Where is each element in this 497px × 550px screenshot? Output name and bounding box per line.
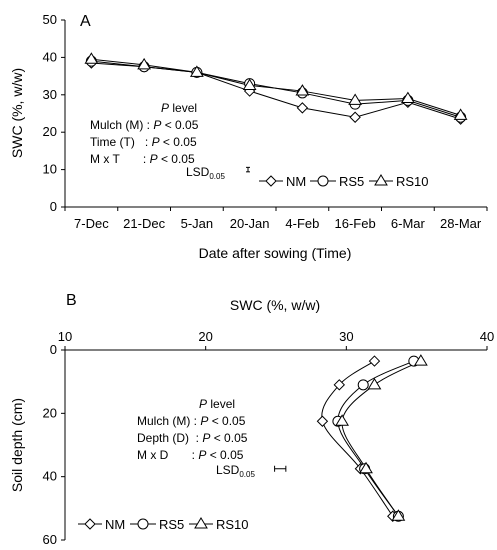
- panel-b-y-tick-label: 0: [50, 342, 57, 357]
- panel-b-stat-row-depth: Depth (D) : P < 0.05: [137, 431, 248, 445]
- panel-a-x-tick-label: 5-Jan: [181, 216, 214, 231]
- panel-b-legend-rs5-marker: [137, 518, 149, 530]
- panel-a-legend: NM RS5 RS10: [259, 174, 429, 189]
- panel-b-x-axis-label: SWC (%, w/w): [230, 297, 320, 313]
- panel-a-x-ticks: 7-Dec 21-Dec 5-Jan 20-Jan 4-Feb 16-Feb 6-Mar 28…: [64, 207, 488, 231]
- panel-b-stat-row-mulch: Mulch (M) : P < 0.05: [137, 414, 246, 428]
- panel-a-legend-rs10-label: RS10: [396, 174, 429, 189]
- panel-a-y-axis-label: SWC (%, w/w): [9, 68, 25, 158]
- panel-b-x-tick-label: 20: [198, 329, 212, 344]
- panel-a-rs10-point: [295, 84, 310, 96]
- panel-b-y-tick-label: 40: [43, 469, 57, 484]
- panel-a-y-tick-label: 50: [43, 12, 57, 27]
- panel-b-legend-rs5-label: RS5: [159, 517, 184, 532]
- panel-b-rs10-point: [359, 461, 373, 474]
- panel-a-legend-rs5-marker: [317, 175, 329, 187]
- panel-a-y-tick-label: 0: [50, 199, 57, 214]
- panel-a-legend-nm-marker: [265, 175, 277, 187]
- panel-a-label: A: [80, 13, 91, 30]
- panel-a-rs10-point: [242, 78, 257, 90]
- panel-b-series: [316, 354, 428, 522]
- panel-b-rs10-point: [335, 414, 349, 426]
- panel-a-stat-row-mulch: Mulch (M) : P < 0.05: [90, 118, 199, 132]
- panel-b-stat-row-interaction: M x D : P < 0.05: [137, 448, 244, 462]
- panel-a-x-tick-label: 4-Feb: [285, 216, 319, 231]
- panel-b-y-axis-label: Soil depth (cm): [9, 398, 25, 492]
- panel-a-lsd-label: LSD0.05: [186, 165, 225, 181]
- panel-a-p-level-title: P level: [161, 101, 197, 115]
- panel-a-legend-nm-label: NM: [286, 174, 306, 189]
- panel-b-x-tick-label: 40: [480, 329, 494, 344]
- panel-b-stats-annotation: P level Mulch (M) : P < 0.05 Depth (D) :…: [137, 397, 287, 479]
- panel-b-legend-nm-label: NM: [105, 517, 125, 532]
- panel-b-series-rs10-line: [341, 360, 422, 517]
- panel-a-x-tick-label: 16-Feb: [335, 216, 376, 231]
- panel-a-rs10-point: [189, 65, 204, 77]
- panel-a-legend-rs5-label: RS5: [339, 174, 364, 189]
- panel-a-legend-rs10-marker: [374, 174, 388, 186]
- panel-a-nm-point: [349, 111, 361, 123]
- panel-a-rs10-point: [137, 57, 152, 70]
- panel-a-x-axis-label: Date after sowing (Time): [199, 245, 352, 261]
- panel-b-p-level-title: P level: [199, 397, 235, 411]
- panel-b-legend-rs10-marker: [194, 517, 208, 529]
- panel-b-y-ticks: 0 20 40 60: [43, 342, 65, 547]
- panel-b-y-tick-label: 60: [43, 532, 57, 547]
- panel-b-legend: NM RS5 RS10: [78, 517, 249, 532]
- panel-b-lsd-label: LSD0.05: [216, 463, 255, 479]
- panel-a-rs10-point: [400, 91, 415, 104]
- panel-b-nm-point: [333, 379, 346, 391]
- panel-a-x-tick-label: 20-Jan: [230, 216, 270, 231]
- panel-b-nm-point: [316, 415, 329, 427]
- panel-b-legend-rs10-label: RS10: [216, 517, 249, 532]
- panel-a-y-tick-label: 10: [43, 162, 57, 177]
- panel-b-rs10-point: [391, 509, 406, 521]
- panel-a-x-tick-label: 21-Dec: [123, 216, 165, 231]
- panel-b-x-tick-label: 30: [339, 329, 353, 344]
- panel-a-rs10-point: [348, 93, 363, 105]
- panel-b-rs10-point: [414, 354, 428, 366]
- panel-b-legend-nm-marker: [84, 518, 96, 530]
- panel-b-label: B: [66, 292, 77, 309]
- panel-a-series: [84, 52, 468, 125]
- panel-a-x-tick-label: 6-Mar: [391, 216, 426, 231]
- panel-b-x-tick-label: 10: [58, 329, 72, 344]
- panel-b-y-tick-label: 20: [43, 405, 57, 420]
- panel-b-rs10-point: [367, 377, 382, 390]
- panel-a-y-tick-label: 20: [43, 124, 57, 139]
- panel-a-x-tick-label: 7-Dec: [74, 216, 109, 231]
- panel-b-nm-point: [368, 355, 381, 367]
- panel-a-nm-point: [296, 102, 309, 114]
- panel-a: A 0 10 20 30 40 50 7-Dec 21-Dec 5-Jan 20-Jan 4-Fe…: [9, 12, 488, 261]
- panel-a-series-rs10-line: [91, 58, 461, 116]
- panel-a-stat-row-time: Time (T) : P < 0.05: [90, 135, 197, 149]
- panel-a-rs10-point: [84, 52, 99, 64]
- panel-a-lsd-bar: [246, 166, 250, 173]
- panel-a-rs10-point: [453, 108, 468, 120]
- panel-a-y-tick-label: 40: [43, 49, 57, 64]
- panel-a-y-ticks: 0 10 20 30 40 50: [43, 12, 65, 214]
- panel-a-x-tick-label: 28-Mar: [440, 216, 482, 231]
- panel-a-y-tick-label: 30: [43, 87, 57, 102]
- panel-b: B SWC (%, w/w) 10 20 30 40 0 20 40 60 Soil dep…: [9, 292, 494, 547]
- panel-b-lsd-bar: [274, 465, 287, 472]
- panel-b-rs5-point: [357, 379, 369, 391]
- panel-a-stat-row-interaction: M x T : P < 0.05: [90, 152, 195, 166]
- panel-b-x-ticks: 10 20 30 40: [58, 329, 494, 350]
- panel-a-stats-annotation: P level Mulch (M) : P < 0.05 Time (T) : …: [90, 101, 250, 181]
